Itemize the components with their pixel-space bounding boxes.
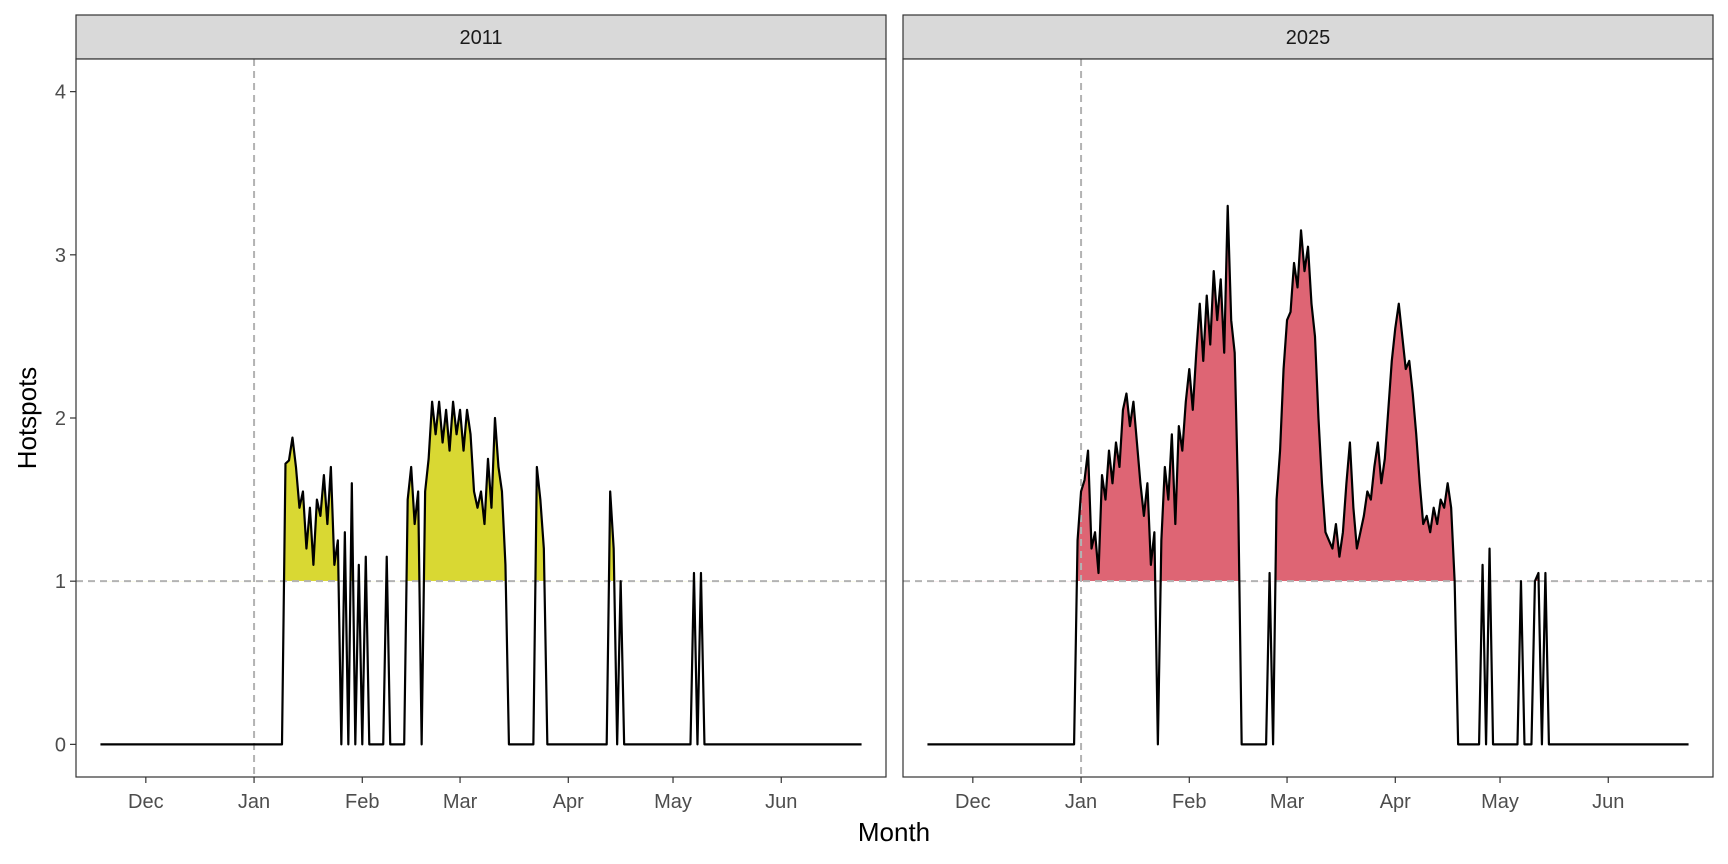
x-tick-label: Dec xyxy=(955,791,991,813)
panel-border xyxy=(902,58,1714,778)
x-tick-label: Mar xyxy=(443,791,478,813)
panel-strip-label: 2011 xyxy=(459,27,502,49)
panel-strip-label: 2025 xyxy=(1286,27,1331,49)
x-tick-label: Feb xyxy=(1172,791,1206,813)
y-tick-label: 2 xyxy=(55,408,66,430)
x-tick-label: May xyxy=(654,791,692,813)
panel-border xyxy=(75,58,887,778)
hotspots-series-line xyxy=(927,204,1689,746)
panel-2025: 2025 Dec Jan Feb Mar Apr May Jun xyxy=(902,14,1714,813)
y-tick-label: 4 xyxy=(55,82,66,104)
panel-strip xyxy=(902,14,1714,60)
x-tick-label: Jan xyxy=(238,791,270,813)
above-threshold-area xyxy=(927,205,1689,582)
hotspots-series-line xyxy=(100,400,862,746)
x-tick-label: Jun xyxy=(1592,791,1624,813)
x-tick-label: Apr xyxy=(1380,791,1411,813)
x-tick-label: Apr xyxy=(553,791,584,813)
x-tick-label: May xyxy=(1481,791,1519,813)
plot-background xyxy=(76,59,886,777)
x-tick-label: Dec xyxy=(128,791,164,813)
x-axis-title: Month xyxy=(858,817,930,847)
y-axis-title: Hotspots xyxy=(12,367,42,470)
x-tick-label: Feb xyxy=(345,791,379,813)
y-tick-label: 0 xyxy=(55,734,66,756)
y-tick-label: 1 xyxy=(55,571,66,593)
panel-strip xyxy=(75,14,887,60)
x-tick-label: Jan xyxy=(1065,791,1097,813)
x-tick-label: Mar xyxy=(1270,791,1305,813)
x-tick-label: Jun xyxy=(765,791,797,813)
y-tick-label: 3 xyxy=(55,245,66,267)
panel-2011: 2011 Dec Jan Feb Mar Apr May Jun xyxy=(75,14,887,813)
